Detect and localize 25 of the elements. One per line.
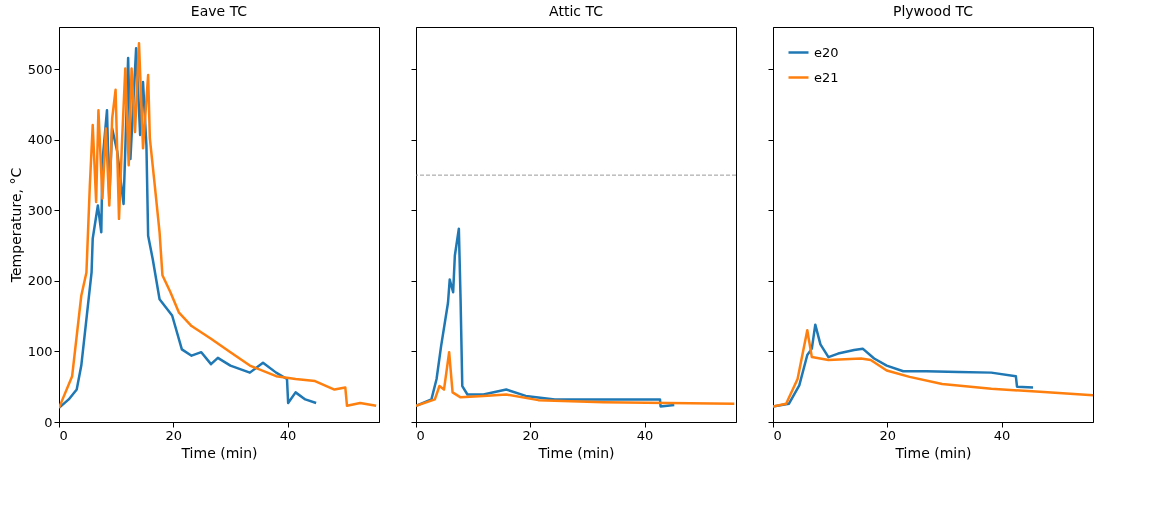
chart-title: Attic TC xyxy=(549,3,604,19)
y-tick-label: 400 xyxy=(27,132,53,148)
y-tick-label: 100 xyxy=(27,343,53,359)
line-series xyxy=(59,41,378,410)
x-tick-label: 20 xyxy=(522,427,540,443)
chart-title: Eave TC xyxy=(190,3,248,19)
y-tick-label: 500 xyxy=(27,61,53,77)
x-tick-label: 0 xyxy=(416,427,425,443)
x-axis-title: Time (min) xyxy=(894,444,972,461)
y-tick-label: 300 xyxy=(27,202,53,218)
legend-label: e20 xyxy=(814,44,839,60)
x-tick-label: 0 xyxy=(59,427,68,443)
x-axis-title: Time (min) xyxy=(180,444,258,461)
y-axis-title: Temperature, °C xyxy=(7,167,24,284)
chart-title: Plywood TC xyxy=(892,3,974,19)
x-tick-label: 40 xyxy=(993,427,1011,443)
x-tick-label: 20 xyxy=(879,427,897,443)
x-tick-label: 20 xyxy=(165,427,183,443)
x-tick-label: 40 xyxy=(279,427,297,443)
legend-label: e21 xyxy=(814,69,839,85)
y-tick-label: 200 xyxy=(27,273,53,289)
x-tick-label: 40 xyxy=(636,427,654,443)
x-tick-label: 0 xyxy=(773,427,782,443)
y-tick-label: 0 xyxy=(44,414,53,430)
x-axis-title: Time (min) xyxy=(537,444,615,461)
